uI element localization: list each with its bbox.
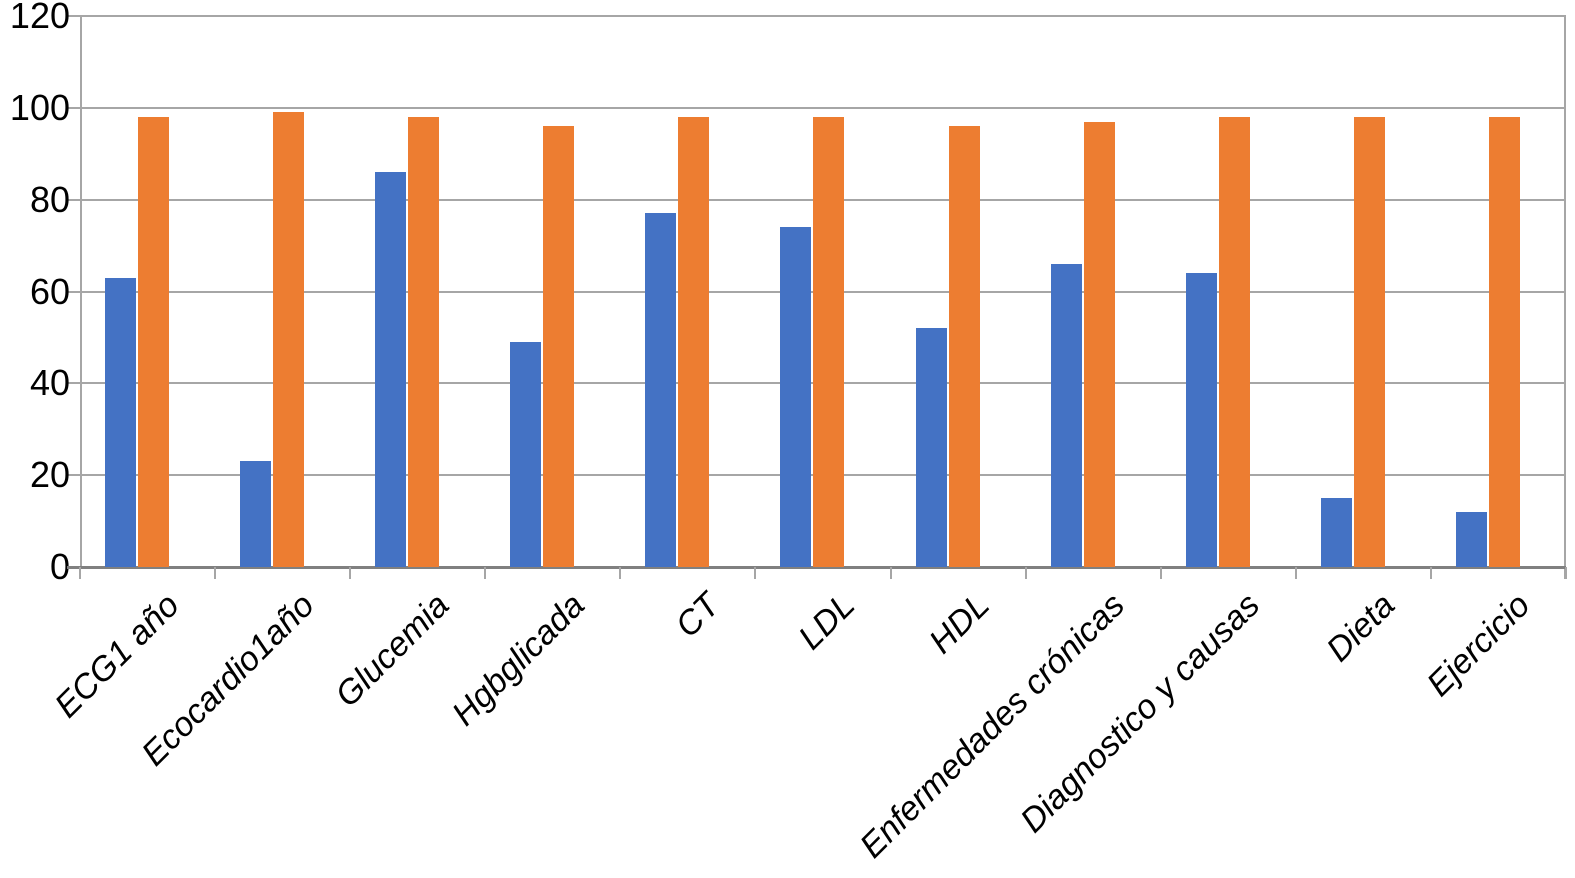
- x-axis-tick-8: [1159, 567, 1162, 579]
- x-category-label: Ejercicio: [1419, 586, 1538, 704]
- y-tick-label-20: 20: [29, 454, 70, 496]
- x-axis-tick-6: [889, 567, 892, 579]
- x-category-label: CT: [667, 586, 727, 645]
- y-tick-label-60: 60: [29, 270, 70, 312]
- y-axis-tick-120: [67, 15, 80, 17]
- y-tick-label-0: 0: [49, 546, 70, 587]
- bar-series-blue-7: [916, 328, 947, 567]
- bar-series-orange-1: [138, 117, 169, 567]
- bar-series-orange-11: [1489, 117, 1520, 567]
- bar-series-blue-9: [1186, 273, 1217, 567]
- bar-series-orange-10: [1354, 117, 1385, 567]
- y-tick-label-80: 80: [29, 178, 70, 220]
- bar-series-blue-11: [1456, 511, 1487, 567]
- bar-series-blue-3: [375, 172, 406, 567]
- x-category-label: Hgbglicada: [444, 586, 592, 734]
- bar-series-orange-4: [543, 126, 574, 567]
- y-axis-tick-60: [67, 290, 80, 293]
- x-axis-tick-5: [754, 567, 757, 579]
- bar-series-orange-7: [949, 126, 980, 567]
- bar-series-blue-6: [780, 227, 811, 567]
- bar-series-orange-2: [273, 112, 304, 567]
- y-axis-tick-80: [67, 198, 80, 201]
- x-category-label: LDL: [790, 586, 862, 657]
- x-category-label: Enfermedades crónicas: [852, 586, 1133, 866]
- bar-series-orange-6: [813, 117, 844, 567]
- x-category-label: ECG1 año: [47, 586, 187, 726]
- bar-series-orange-5: [678, 117, 709, 567]
- x-axis-tick-1: [214, 567, 217, 579]
- x-axis-tick-10: [1429, 567, 1432, 579]
- plot-right-border: [1564, 16, 1566, 579]
- x-category-label: Diagnostico y causas: [1013, 586, 1268, 841]
- bar-series-blue-1: [105, 277, 136, 567]
- x-axis-tick-3: [484, 567, 487, 579]
- x-axis-tick-11: [1565, 567, 1567, 579]
- gridline-100: [80, 106, 1566, 109]
- bar-series-blue-5: [645, 213, 676, 567]
- bar-series-orange-8: [1084, 121, 1115, 567]
- bar-series-blue-10: [1321, 498, 1352, 567]
- bar-series-orange-3: [408, 117, 439, 567]
- bar-series-blue-2: [240, 461, 271, 567]
- y-axis-tick-100: [67, 106, 80, 109]
- x-axis-tick-9: [1294, 567, 1297, 579]
- bar-series-blue-4: [510, 342, 541, 567]
- bar-series-blue-8: [1051, 263, 1082, 567]
- x-axis-tick-7: [1024, 567, 1027, 579]
- y-axis-tick-20: [67, 474, 80, 477]
- gridline-120: [80, 15, 1566, 17]
- y-tick-label-120: 120: [9, 0, 70, 36]
- x-category-label: Dieta: [1319, 586, 1403, 669]
- y-axis-tick-40: [67, 382, 80, 385]
- bar-series-orange-9: [1219, 117, 1250, 567]
- y-tick-label-40: 40: [29, 362, 70, 404]
- x-axis-tick-0: [79, 567, 81, 579]
- x-axis-tick-4: [619, 567, 622, 579]
- x-category-label: Glucemia: [328, 586, 457, 715]
- x-category-label: HDL: [921, 586, 997, 661]
- x-axis-line: [67, 566, 1566, 569]
- y-axis-line: [80, 16, 82, 567]
- x-axis-tick-2: [349, 567, 352, 579]
- y-tick-label-100: 100: [9, 86, 70, 128]
